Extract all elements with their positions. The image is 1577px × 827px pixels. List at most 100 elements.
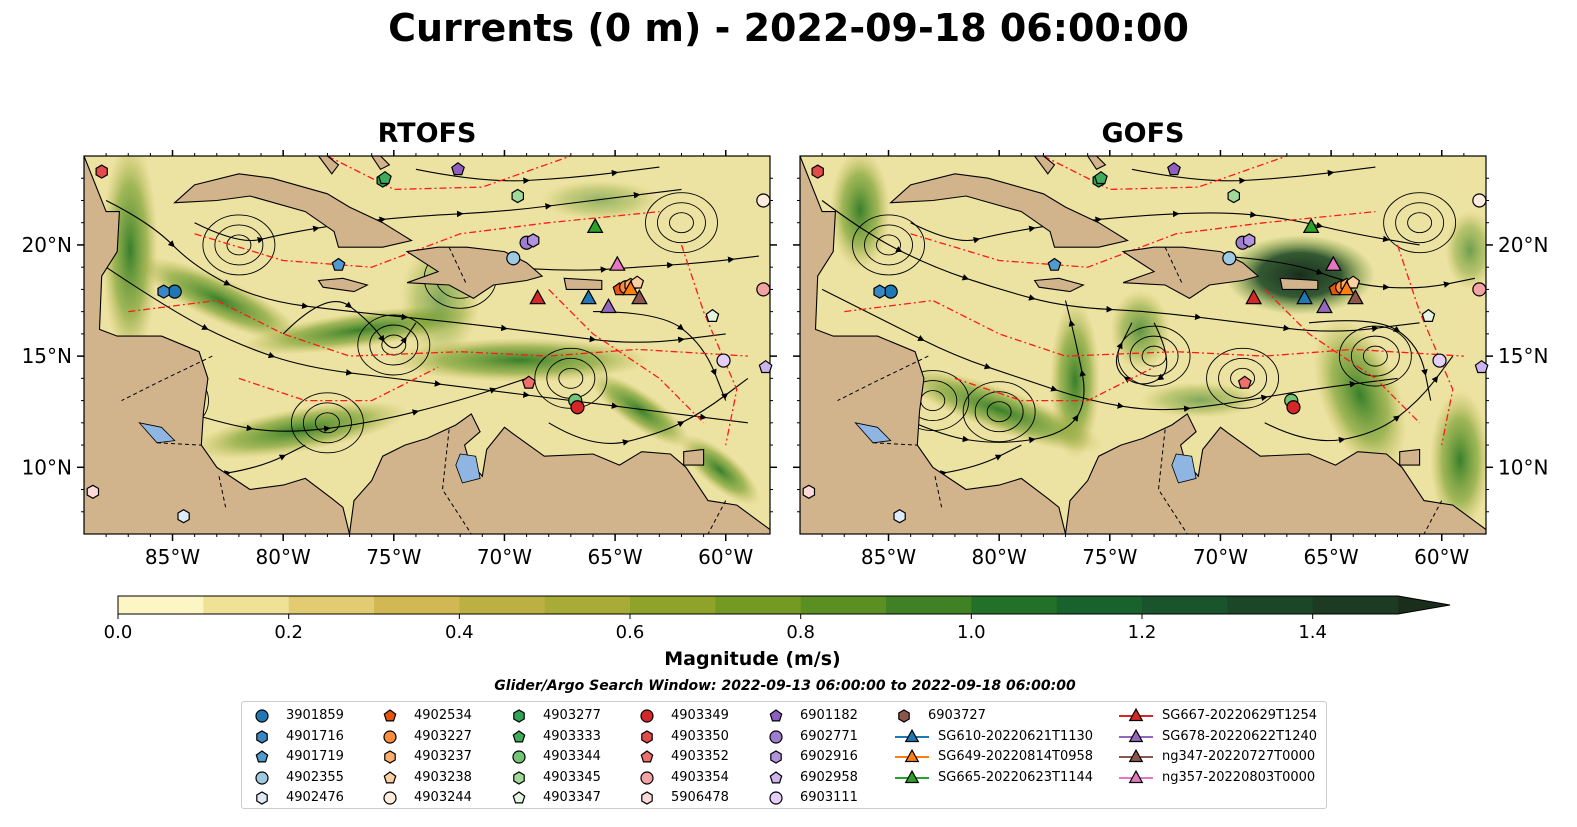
legend-label: 3901859	[286, 708, 344, 723]
eddy-streamline	[1338, 325, 1412, 387]
streamline	[821, 288, 1398, 413]
legend-marker	[769, 791, 783, 805]
legend-marker-icon	[895, 769, 929, 783]
rtofs-frame	[83, 155, 771, 535]
streamlines	[821, 166, 1476, 477]
streamline	[592, 311, 727, 401]
legend-label: 6901182	[800, 708, 858, 723]
argo-float-marker	[716, 353, 731, 368]
argo-float-marker	[506, 251, 521, 266]
legend-label: 4903227	[414, 728, 472, 744]
argo-float-marker	[873, 284, 886, 299]
legend-marker	[640, 750, 654, 763]
legend-marker	[383, 771, 397, 784]
landmass	[84, 156, 351, 534]
landmass	[563, 277, 603, 290]
legend-marker-icon	[512, 791, 526, 804]
legend-label: 6902916	[800, 749, 858, 765]
colorbar-outline	[117, 595, 1451, 615]
legend-label: 4901719	[286, 749, 344, 765]
colorbar-segment	[288, 596, 375, 614]
argo-float-marker	[95, 164, 108, 179]
lake	[138, 422, 176, 444]
map-axes: 85°W 80°W 75°W 70°W 65°W 60°W 20°N 15°N 10°N 85°W…	[22, 150, 1548, 569]
lon-tick-label: 80°W	[972, 545, 1027, 569]
legend-label: 6903111	[800, 790, 858, 806]
argo-float-marker	[526, 233, 540, 248]
argo-float-marker	[86, 484, 100, 499]
legend-marker-icon	[513, 709, 525, 723]
legend-marker-icon	[383, 729, 397, 744]
eddy-streamline	[302, 402, 352, 444]
country-border	[837, 355, 929, 402]
legend-label: SG678-20220622T1240	[1162, 728, 1318, 744]
streamline	[1264, 355, 1454, 444]
lake	[854, 422, 892, 444]
legend-marker	[641, 791, 653, 806]
legend-label: SG667-20220629T1254	[1162, 708, 1318, 723]
argo-float-marker	[705, 308, 720, 322]
lat-tick-label: 20°N	[22, 233, 72, 257]
eddy-streamline	[202, 214, 276, 276]
country-border	[156, 442, 202, 446]
legend-marker-icon	[895, 749, 929, 763]
streamline	[194, 188, 682, 244]
landmass	[889, 173, 1129, 248]
legend-label: 6902958	[800, 769, 858, 785]
legend-label: 4903347	[543, 790, 601, 806]
legend-marker	[513, 709, 525, 723]
legend-marker	[256, 729, 268, 744]
legend-marker	[640, 709, 654, 723]
argo-float-marker	[756, 282, 771, 297]
landmass	[1064, 413, 1486, 534]
streamline	[282, 301, 417, 349]
legend-marker	[904, 769, 920, 783]
colorbar-segment	[1056, 596, 1143, 614]
legend-marker-icon	[255, 709, 269, 723]
country-border	[934, 476, 943, 508]
lon-tick-label: 65°W	[587, 545, 642, 569]
glider-marker	[1347, 289, 1364, 305]
colorbar-segment	[1142, 596, 1228, 614]
legend-marker	[255, 771, 269, 785]
legend-marker-icon	[769, 771, 783, 784]
legend-label: 4901716	[286, 728, 344, 744]
eddy-streamline	[226, 234, 252, 256]
eddy-streamline	[1383, 192, 1457, 254]
eddy-streamline	[1129, 335, 1179, 377]
eddy-streamline	[986, 401, 1012, 423]
streamline	[504, 255, 759, 273]
colorbar-segment	[886, 596, 972, 614]
colorbar-tick-label: 1.2	[1128, 622, 1157, 643]
legend-label: 4903277	[543, 708, 601, 723]
landmass	[1399, 448, 1421, 466]
eddy-streamline	[369, 324, 419, 366]
legend-marker	[1128, 728, 1144, 742]
eddy-streamline	[974, 391, 1024, 433]
eddy-streamline	[852, 214, 925, 276]
eez-line	[1264, 288, 1421, 424]
eez-line	[548, 288, 705, 424]
glider-marker	[608, 255, 626, 271]
legend-marker-icon	[383, 791, 397, 805]
eddy-streamline	[1218, 357, 1268, 399]
colorbar-segment	[544, 596, 631, 614]
landmass	[173, 173, 413, 248]
legend-label: 4903344	[543, 749, 601, 765]
argo-float-marker	[1222, 251, 1237, 266]
streamline	[1308, 320, 1432, 401]
legend-label: 5906478	[671, 790, 729, 806]
streamline	[821, 200, 1420, 332]
argo-float-marker	[378, 170, 392, 185]
legend-marker	[769, 771, 783, 784]
eddy-streamline	[669, 212, 694, 234]
colorbar-segment	[374, 596, 460, 614]
colorbar-label: Magnitude (m/s)	[664, 648, 841, 670]
landmass	[348, 413, 770, 534]
legend-marker-icon	[640, 771, 654, 785]
legend-marker-icon	[898, 709, 910, 723]
figure-title: Currents (0 m) - 2022-09-18 06:00:00	[388, 6, 1189, 50]
eddy-streamline	[876, 234, 901, 256]
legend-marker-icon	[512, 729, 526, 743]
eez-line	[954, 366, 1155, 402]
